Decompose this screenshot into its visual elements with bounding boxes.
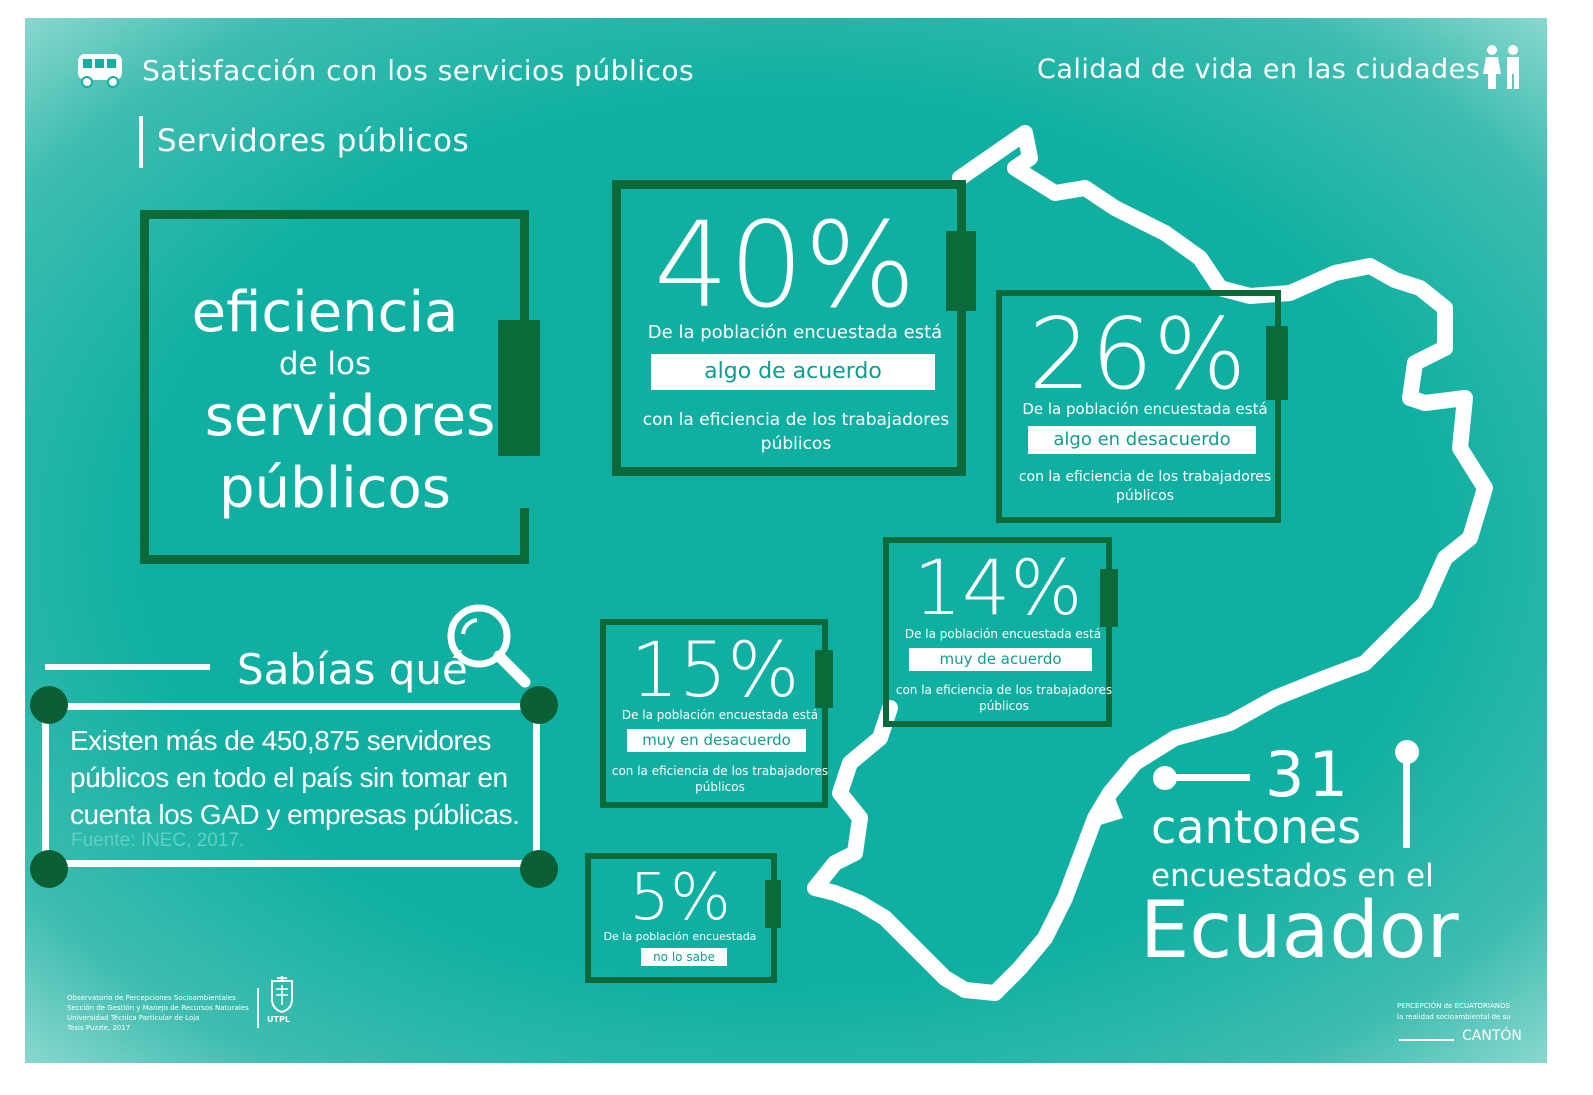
stat-26-outro: con la eficiencia de los trabajadores pú… (1018, 469, 1272, 504)
stat-14-outro: con la eficiencia de los trabajadores pú… (895, 683, 1113, 713)
brand-line1: PERCEPCIÓN de ECUATORIANOS (1397, 1002, 1510, 1010)
stat-15-frame (600, 619, 828, 808)
sabias-corner-dot (520, 686, 558, 724)
stat-15-label: muy en desacuerdo (627, 729, 806, 752)
people-icon (1483, 45, 1519, 89)
stat-14-percent: 14% (913, 543, 1083, 632)
sabias-corner-dot (30, 686, 68, 724)
stat-15-intro: De la población encuestada está (621, 708, 819, 722)
magnifier-icon (447, 604, 531, 688)
stat-26-intro: De la población encuestada está (1022, 400, 1268, 418)
right-header-title: Calidad de vida en las ciudades (1037, 54, 1481, 85)
stat-5-label: no lo sabe (641, 948, 727, 966)
stat-14-frame (883, 537, 1112, 727)
sabias-title: Sabías qué (237, 645, 468, 694)
cantones-line-left (1170, 774, 1250, 781)
brand-line2: la realidad socioambiental de su (1397, 1013, 1511, 1021)
stat-40-intro: De la población encuestada está (647, 322, 943, 343)
stat-26-label: algo en desacuerdo (1028, 426, 1256, 454)
stat-40-tab (946, 231, 976, 311)
stat-5-percent: 5% (629, 861, 731, 935)
sabias-source: Fuente: INEC, 2017. (71, 830, 245, 851)
stat-26-frame (996, 290, 1281, 523)
stat-14-intro: De la población encuestada está (904, 627, 1102, 641)
sabias-corner-dot (30, 850, 68, 888)
main-box-line1: eficiencia (191, 280, 459, 345)
section-title: Servidores públicos (157, 123, 470, 159)
sabias-box (42, 703, 540, 867)
university-shield-icon (271, 976, 293, 1013)
stat-40-frame (612, 180, 966, 476)
main-box-line4: públicos (219, 456, 451, 521)
left-header-title: Satisfacción con los servicios públicos (142, 54, 695, 87)
stat-5-intro: De la población encuestada (603, 930, 757, 943)
stat-26-tab (1266, 326, 1288, 400)
ecuador-map-outline (807, 125, 1493, 1001)
main-box-line2: de los (278, 346, 372, 382)
cantones-word: cantones (1151, 800, 1362, 854)
stat-40-percent: 40% (653, 196, 917, 334)
sabias-line (45, 664, 210, 670)
stat-15-percent: 15% (630, 625, 800, 714)
utpl-logo-text: UTPL (267, 1015, 290, 1024)
bus-icon (78, 54, 122, 88)
main-box-line3: servidores (204, 384, 496, 449)
brand-line3: CANTÓN (1462, 1028, 1522, 1044)
cantones-line-right (1403, 758, 1410, 848)
stat-14-tab (1100, 569, 1118, 627)
stat-15-outro: con la eficiencia de los trabajadores pú… (611, 764, 829, 794)
cantones-country: Ecuador (1140, 886, 1459, 976)
sabias-text: Existen más de 450,875 servidores públic… (70, 725, 520, 830)
main-box-tab (498, 320, 540, 456)
stat-26-percent: 26% (1028, 298, 1247, 412)
brand-line (1399, 1039, 1454, 1041)
section-divider (139, 116, 143, 168)
poster: Satisfacción con los servicios públicos … (25, 18, 1547, 1063)
stat-40-outro: con la eficiencia de los trabajadores pú… (642, 410, 950, 454)
footer-divider (257, 988, 259, 1028)
cantones-line: encuestados en el (1151, 858, 1434, 894)
stat-15-tab (815, 650, 833, 708)
footer-credits: Observatorio de Percepciones Socioambien… (67, 994, 249, 1032)
sabias-corner-dot (520, 850, 558, 888)
stat-14-label: muy de acuerdo (909, 648, 1092, 671)
stat-40-label: algo de acuerdo (651, 354, 935, 390)
stat-5-tab (765, 880, 781, 928)
cantones-number: 31 (1265, 738, 1352, 811)
